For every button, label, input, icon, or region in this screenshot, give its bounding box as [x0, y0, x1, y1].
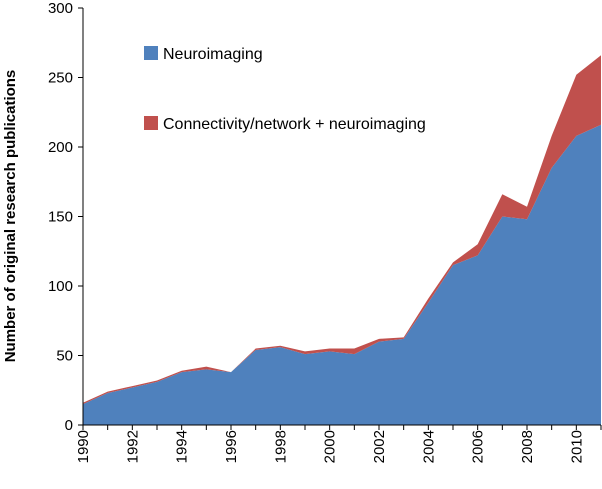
x-tick-label: 1996	[223, 430, 240, 463]
y-tick-label: 0	[65, 417, 73, 434]
legend: Neuroimaging Connectivity/network + neur…	[144, 46, 426, 133]
y-tick-label: 200	[48, 139, 73, 156]
legend-swatch-connectivity	[144, 116, 158, 130]
x-ticks: 1990 1992 1994 1996 1998 2000 2002 2004 2006 2008…	[75, 425, 602, 463]
x-tick-label: 1992	[124, 430, 141, 463]
legend-label-neuroimaging: Neuroimaging	[163, 46, 263, 63]
legend-swatch-neuroimaging	[144, 46, 158, 60]
x-tick-label: 1998	[272, 430, 289, 463]
legend-label-connectivity: Connectivity/network + neuroimaging	[163, 116, 426, 133]
x-tick-label: 2002	[371, 430, 388, 463]
y-tick-label: 100	[48, 278, 73, 295]
y-tick-label: 300	[48, 0, 73, 17]
x-tick-label: 2006	[470, 430, 487, 463]
series-area-0	[83, 124, 601, 425]
x-tick-label: 2004	[420, 430, 437, 463]
y-tick-label: 150	[48, 209, 73, 226]
x-tick-label: 1990	[75, 430, 92, 463]
y-ticks: 0 50 100 150 200 250 300	[48, 0, 83, 434]
series-areas	[83, 55, 601, 425]
y-tick-label: 50	[56, 348, 73, 365]
y-axis-label: Number of original research publications	[2, 70, 19, 363]
x-tick-label: 1994	[174, 430, 191, 463]
x-tick-label: 2010	[568, 430, 585, 463]
y-tick-label: 250	[48, 70, 73, 87]
x-tick-label: 2008	[519, 430, 536, 463]
x-tick-label: 2000	[322, 430, 339, 463]
